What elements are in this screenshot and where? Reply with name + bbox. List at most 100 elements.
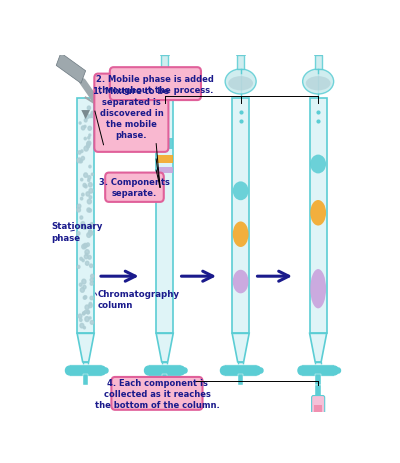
Circle shape [90,321,94,325]
Circle shape [84,126,86,128]
Circle shape [81,179,83,181]
Circle shape [80,160,82,163]
FancyBboxPatch shape [312,396,325,416]
Ellipse shape [225,70,256,95]
Circle shape [259,368,263,373]
Circle shape [90,297,93,300]
Circle shape [66,366,73,375]
Bar [157,156,173,163]
Text: 3. Components
separate.: 3. Components separate. [99,178,170,198]
Circle shape [79,283,82,287]
Circle shape [82,313,85,315]
Ellipse shape [303,70,334,95]
Circle shape [78,266,80,269]
FancyBboxPatch shape [110,68,201,101]
Bar [232,98,249,334]
Circle shape [87,200,91,205]
Circle shape [87,107,90,111]
Circle shape [178,366,185,375]
Circle shape [85,317,89,322]
Circle shape [88,127,92,131]
Circle shape [84,255,88,259]
Circle shape [90,282,93,286]
Ellipse shape [233,182,248,201]
Bar [237,56,244,70]
Bar [316,362,321,371]
Circle shape [83,296,86,300]
Circle shape [253,366,261,375]
Circle shape [91,174,93,176]
Bar [157,168,173,174]
Circle shape [89,135,91,137]
Bar [162,362,168,371]
Circle shape [104,368,108,373]
Bar [316,385,321,396]
Circle shape [183,368,187,373]
Bar [315,56,322,70]
FancyBboxPatch shape [69,365,102,376]
Ellipse shape [310,269,326,309]
Circle shape [87,233,91,238]
Circle shape [90,275,94,278]
Ellipse shape [233,222,248,247]
Circle shape [83,244,87,248]
Circle shape [80,288,84,293]
Circle shape [86,192,90,197]
Ellipse shape [233,270,248,294]
Circle shape [80,217,83,219]
Bar [316,375,321,385]
Ellipse shape [152,77,177,91]
Circle shape [85,250,89,255]
Circle shape [331,366,338,375]
Bar [160,53,169,56]
Circle shape [86,145,90,149]
Circle shape [85,305,89,310]
Ellipse shape [306,77,330,91]
Circle shape [90,279,93,282]
Circle shape [78,314,82,319]
Circle shape [82,245,86,250]
Bar [157,138,173,150]
FancyBboxPatch shape [301,365,335,376]
Circle shape [81,157,84,161]
Circle shape [336,368,340,373]
Bar [238,375,243,385]
Text: Chromatography
column: Chromatography column [98,290,180,310]
Circle shape [86,244,90,247]
Circle shape [89,166,91,169]
Polygon shape [56,54,86,84]
Polygon shape [156,334,173,362]
Circle shape [84,296,87,299]
Bar [236,53,245,56]
Bar [310,98,327,334]
Circle shape [85,114,89,119]
Circle shape [144,366,152,375]
Circle shape [90,223,94,227]
Circle shape [84,174,88,178]
Polygon shape [310,334,327,362]
Bar [83,375,88,385]
Bar [238,362,243,371]
Polygon shape [81,111,90,120]
Circle shape [90,114,94,119]
Circle shape [81,222,85,226]
Circle shape [83,184,86,188]
Circle shape [88,183,92,188]
Circle shape [89,196,92,200]
Circle shape [84,119,87,123]
Circle shape [77,232,80,236]
Circle shape [80,258,82,261]
Circle shape [88,180,90,182]
Circle shape [78,151,81,155]
Text: 4. Each component is
collected as it reaches
the bottom of the column.: 4. Each component is collected as it rea… [94,378,219,409]
Circle shape [89,115,92,118]
FancyBboxPatch shape [111,377,202,410]
Circle shape [77,208,80,213]
Ellipse shape [149,70,180,95]
Bar [156,98,173,334]
Circle shape [84,186,87,188]
Circle shape [87,311,90,314]
Circle shape [83,286,86,289]
Circle shape [84,227,86,230]
Circle shape [98,366,106,375]
